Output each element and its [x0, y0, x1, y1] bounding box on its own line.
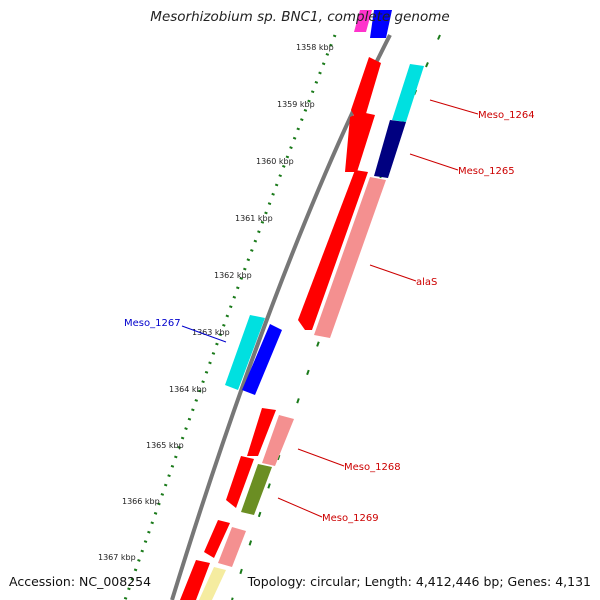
- gene-label-meso-1269[interactable]: Meso_1269: [322, 513, 379, 524]
- ruler-arc: [123, 34, 337, 600]
- gene-arrow: [374, 120, 406, 178]
- gene-label-meso-1267[interactable]: Meso_1267: [124, 318, 181, 329]
- gene-arrow: [180, 560, 210, 600]
- callout-line: [297, 448, 345, 467]
- gene-arrow: [218, 527, 246, 567]
- ruler-tick-label: 1360 kbp: [256, 157, 294, 166]
- callout-line: [429, 99, 479, 115]
- gene-arrow: [354, 10, 372, 32]
- gene-arrow: [262, 415, 294, 466]
- ruler-tick-label: 1364 kbp: [169, 385, 207, 394]
- callout-line: [409, 153, 459, 171]
- gene-label-meso-1265[interactable]: Meso_1265: [458, 166, 515, 177]
- gene-label-alas[interactable]: alaS: [416, 277, 437, 288]
- genome-stats-text: Topology: circular; Length: 4,412,446 bp…: [247, 574, 591, 589]
- gene-label-meso-1268[interactable]: Meso_1268: [344, 462, 401, 473]
- ruler-labels: 1358 kbp 1359 kbp 1360 kbp 1361 kbp 1362…: [98, 43, 334, 562]
- gene-labels: Meso_1264 Meso_1265 alaS Meso_1267 Meso_…: [124, 110, 535, 524]
- gene-arrow: [345, 112, 375, 172]
- gene-arrow: [351, 57, 381, 117]
- ruler-tick-label: 1359 kbp: [277, 100, 315, 109]
- gene-arrow: [225, 315, 265, 390]
- gene-arrow: [204, 520, 230, 558]
- ruler-tick-label: 1366 kbp: [122, 497, 160, 506]
- ruler-tick-label: 1361 kbp: [235, 214, 273, 223]
- callout-line: [181, 325, 227, 343]
- ruler-tick-label: 1358 kbp: [296, 43, 334, 52]
- gene-arrow: [226, 456, 254, 508]
- gene-arrow: [241, 464, 272, 515]
- accession-text: Accession: NC_008254: [9, 574, 152, 589]
- callout-line: [369, 264, 417, 282]
- gene-arrow: [392, 64, 424, 122]
- callout-line: [277, 497, 323, 518]
- gene-arrow: [199, 567, 226, 600]
- gene-arrow: [298, 170, 368, 330]
- ruler-tick-label: 1365 kbp: [146, 441, 184, 450]
- gene-arrow: [314, 177, 386, 338]
- gene-arrow: [247, 408, 276, 456]
- gene-label-meso-1264[interactable]: Meso_1264: [478, 110, 535, 121]
- genome-title: Mesorhizobium sp. BNC1, complete genome: [150, 9, 450, 25]
- gene-arrow: [370, 10, 392, 38]
- gene-arrow: [242, 324, 282, 395]
- ruler-tick-label: 1362 kbp: [214, 271, 252, 280]
- ruler-tick-label: 1363 kbp: [192, 328, 230, 337]
- ruler-tick-label: 1367 kbp: [98, 553, 136, 562]
